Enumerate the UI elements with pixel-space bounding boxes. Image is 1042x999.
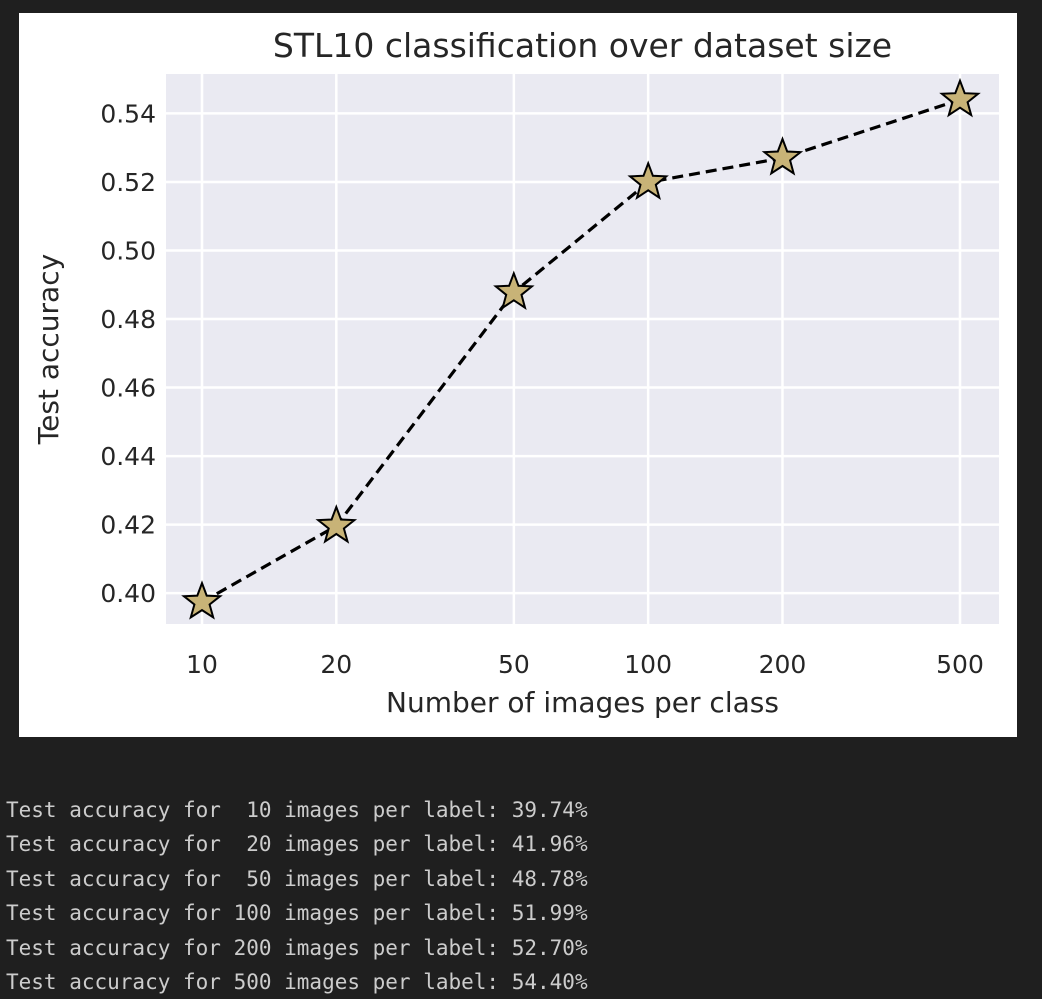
plot-area (166, 74, 999, 624)
x-tick-label: 10 (186, 650, 218, 679)
x-tick-label: 200 (759, 650, 807, 679)
y-tick-label: 0.40 (100, 579, 156, 608)
x-tick-label: 500 (936, 650, 984, 679)
series-line (201, 98, 961, 604)
y-tick-label: 0.54 (100, 99, 156, 128)
x-tick-label: 20 (320, 650, 352, 679)
y-tick-label: 0.48 (100, 305, 156, 334)
line-chart: 0.40 0.42 0.44 0.46 0.48 0.50 0.52 0.54 10 20 50 10… (32, 26, 999, 719)
x-axis-label: Number of images per class (386, 686, 779, 719)
chart-title: STL10 classification over dataset size (273, 26, 892, 65)
output-line: Test accuracy for 10 images per label: 3… (6, 798, 588, 822)
y-axis-label: Test accuracy (32, 254, 65, 445)
y-tick-label: 0.44 (100, 442, 156, 471)
star-marker (627, 160, 669, 201)
star-marker (761, 136, 804, 176)
output-line: Test accuracy for 50 images per label: 4… (6, 866, 588, 891)
y-tick-label: 0.42 (100, 511, 156, 540)
output-line: Test accuracy for 100 images per label: … (6, 901, 588, 926)
star-marker (493, 270, 535, 311)
chart-figure: 0.40 0.42 0.44 0.46 0.48 0.50 0.52 0.54 10 20 50 10… (19, 13, 1017, 737)
output-line: Test accuracy for 500 images per label: … (6, 969, 588, 994)
star-marker (939, 77, 981, 118)
cell-output: Test accuracy for 10 images per label: 3… (6, 793, 1036, 999)
star-marker (181, 580, 223, 620)
x-tick-label: 100 (624, 650, 672, 679)
y-tick-label: 0.52 (100, 168, 156, 197)
output-line: Test accuracy for 20 images per label: 4… (6, 832, 588, 857)
x-tick-label: 50 (498, 650, 530, 679)
y-tick-label: 0.50 (100, 236, 156, 265)
star-marker (315, 504, 358, 544)
output-line: Test accuracy for 200 images per label: … (6, 935, 588, 960)
y-tick-label: 0.46 (100, 374, 156, 403)
